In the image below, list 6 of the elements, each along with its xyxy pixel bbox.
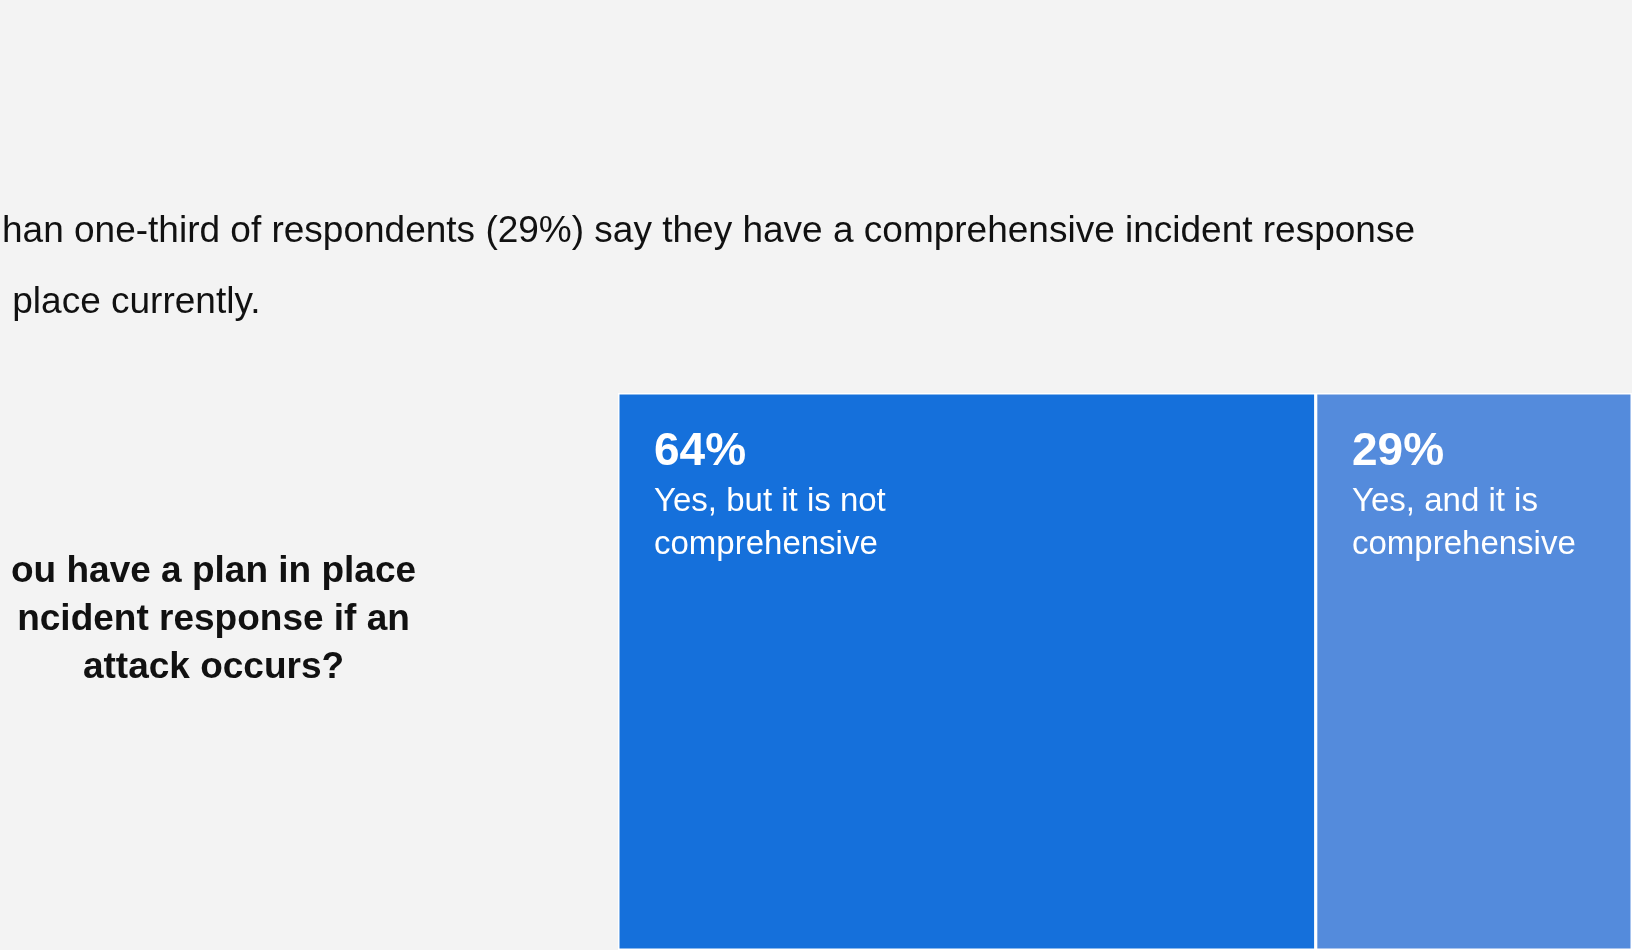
data-label: 29% [1352, 423, 1445, 475]
category-label: Yes, but it is not comprehensive [654, 481, 886, 561]
text: ou have a plan in place ncident response if an attack occurs? [11, 549, 417, 687]
data-label: 64% [654, 423, 747, 475]
category-label: Yes, and it is comprehensive [1352, 481, 1576, 561]
text: han one-third of respondents (29%) say they have a comprehensive incident response place currently. [2, 209, 1416, 321]
